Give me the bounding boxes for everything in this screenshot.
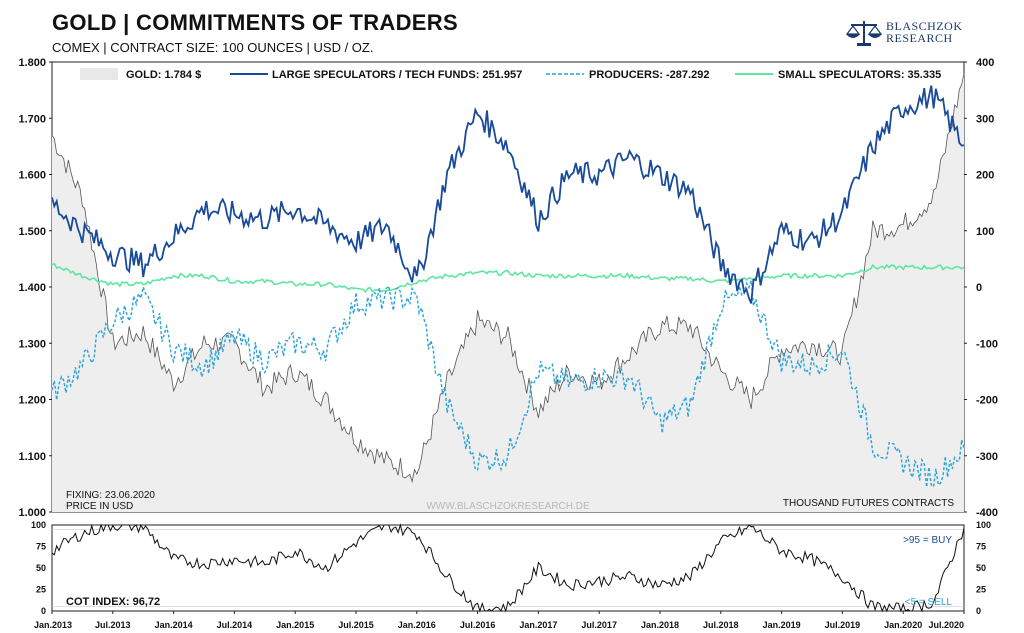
left-tick-label: 1.100: [18, 451, 46, 463]
chart-title: GOLD | COMMITMENTS OF TRADERS: [52, 10, 458, 35]
x-tick-label: Jan.2018: [641, 620, 679, 630]
legend: GOLD: 1.784 $ LARGE SPECULATORS / TECH F…: [80, 68, 941, 81]
cot-right-tick-label: 100: [976, 520, 991, 530]
cot-left-axis: 100 75 50 25 0: [31, 520, 46, 616]
x-tick-label: Jul.2018: [703, 620, 739, 630]
cot-left-tick-label: 50: [36, 563, 46, 573]
left-tick-label: 1.800: [18, 57, 46, 69]
cot-lines: [51, 523, 965, 613]
cot-left-tick-label: 75: [36, 542, 46, 552]
right-tick-label: 0: [976, 282, 982, 294]
right-tick-label: 300: [976, 113, 994, 125]
chart-subtitle: COMEX | CONTRACT SIZE: 100 OUNCES | USD …: [52, 40, 374, 55]
x-tick-label: Jul.2015: [338, 620, 374, 630]
x-tick-label: Jul.2019: [825, 620, 861, 630]
gold-area-layer: [52, 73, 964, 513]
watermark: WWW.BLASCHZOKRESEARCH.DE: [426, 501, 590, 512]
x-tick-label: Jul.2017: [581, 620, 617, 630]
fixing-label: FIXING: 23.06.2020: [66, 490, 155, 501]
cot-right-tick-label: 50: [976, 563, 986, 573]
left-tick-label: 1.000: [18, 507, 46, 519]
right-tick-label: -200: [976, 395, 998, 407]
right-unit-label: THOUSAND FUTURES CONTRACTS: [783, 498, 954, 509]
x-tick-label: Jul.2014: [217, 620, 253, 630]
main-lines: [51, 73, 965, 488]
buy-threshold-label: >95 = BUY: [903, 535, 952, 546]
x-tick-label: Jan.2016: [398, 620, 436, 630]
left-tick-label: 1.200: [18, 395, 46, 407]
left-tick-label: 1.400: [18, 282, 46, 294]
series-small-specs-line: [51, 262, 965, 294]
right-tick-label: -300: [976, 451, 998, 463]
right-axis: 400 300 200 100 0 -100 -200 -300 -400: [964, 57, 998, 519]
legend-gold-swatch: [80, 68, 118, 80]
cot-left-tick-label: 100: [31, 520, 46, 530]
x-tick-label: Jan.2013: [34, 620, 72, 630]
x-tick-label: Jan.2020: [884, 620, 922, 630]
x-tick-label: Jan.2015: [276, 620, 314, 630]
legend-large-specs-label: LARGE SPECULATORS / TECH FUNDS: 251.957: [272, 69, 522, 81]
cot-right-tick-label: 25: [976, 585, 986, 595]
x-tick-label: Jul.2020: [928, 620, 964, 630]
gold-price-area: [52, 73, 964, 513]
cot-right-axis: 100 75 50 25 0: [976, 520, 991, 616]
cot-right-tick-label: 0: [976, 606, 981, 616]
series-large-specs-line: [51, 85, 965, 304]
logo-text: BLASCHZOK RESEARCH: [886, 20, 963, 44]
cot-left-tick-label: 0: [41, 606, 46, 616]
series-cot-index-line: [51, 523, 965, 613]
left-tick-label: 1.500: [18, 226, 46, 238]
series-gold-line: [51, 73, 965, 484]
x-tick-label: Jul.2016: [460, 620, 496, 630]
logo-line2: RESEARCH: [886, 31, 953, 45]
cot-right-tick-label: 75: [976, 542, 986, 552]
x-tick-label: Jan.2017: [519, 620, 557, 630]
right-tick-label: 400: [976, 57, 994, 69]
logo-line1: BLASCHZOK: [886, 19, 963, 33]
cot-plot-frame: [51, 524, 965, 612]
legend-small-specs-label: SMALL SPECULATORS: 35.335: [778, 69, 941, 81]
right-tick-label: -100: [976, 338, 998, 350]
left-tick-label: 1.300: [18, 338, 46, 350]
x-tick-label: Jan.2014: [155, 620, 193, 630]
legend-gold-label: GOLD: 1.784 $: [126, 69, 201, 81]
x-tick-label: Jan.2019: [763, 620, 801, 630]
left-tick-label: 1.700: [18, 113, 46, 125]
right-tick-label: -400: [976, 507, 998, 519]
legend-producers-label: PRODUCERS: -287.292: [589, 69, 709, 81]
left-tick-label: 1.600: [18, 170, 46, 182]
x-tick-label: Jul.2013: [95, 620, 131, 630]
left-axis: 1.800 1.700 1.600 1.500 1.400 1.300 1.200 1.100…: [18, 57, 52, 519]
scales-icon: [845, 21, 883, 46]
cot-gridlines: [52, 528, 964, 608]
series-producers-line: [51, 280, 965, 488]
cot-index-label: COT INDEX: 96,72: [66, 596, 160, 608]
x-axis: Jan.2013 Jul.2013 Jan.2014 Jul.2014 Jan.2015…: [34, 611, 965, 630]
right-tick-label: 100: [976, 226, 994, 238]
right-tick-label: 200: [976, 170, 994, 182]
cot-left-tick-label: 25: [36, 585, 46, 595]
price-unit-label: PRICE IN USD: [66, 501, 133, 512]
sell-threshold-label: <5 = SELL: [905, 597, 953, 608]
